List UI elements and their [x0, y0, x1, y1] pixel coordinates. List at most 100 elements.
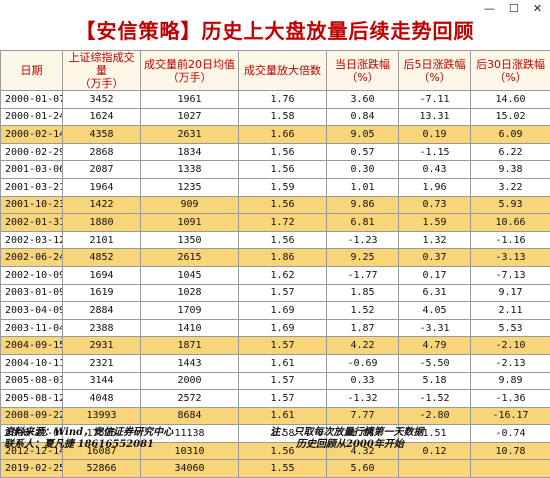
value-cell: 2868: [63, 143, 141, 161]
value-cell: 6.81: [327, 214, 399, 232]
value-cell: 1.85: [327, 284, 399, 302]
value-cell: 4358: [63, 126, 141, 144]
value-cell: 4.22: [327, 337, 399, 355]
value-cell: 2000: [141, 372, 239, 390]
method-note: 注： 只取每次放量行情第一天数据: [270, 427, 423, 439]
minimize-icon[interactable]: —: [484, 0, 495, 18]
value-cell: -1.36: [471, 390, 550, 408]
value-cell: 2101: [63, 231, 141, 249]
value-cell: 1045: [141, 266, 239, 284]
value-cell: 1.52: [327, 302, 399, 320]
value-cell: 1709: [141, 302, 239, 320]
column-header: 成交量放大倍数: [239, 51, 327, 91]
contact-note: 联系人：夏凡捷 18616552081: [4, 439, 270, 451]
value-cell: 0.57: [327, 143, 399, 161]
date-cell: 2002-03-12: [1, 231, 63, 249]
date-cell: 2001-03-06: [1, 161, 63, 179]
value-cell: 4852: [63, 249, 141, 267]
value-cell: 0.33: [327, 372, 399, 390]
value-cell: 13.31: [399, 108, 471, 126]
value-cell: 1.55: [239, 460, 327, 478]
value-cell: 1.72: [239, 214, 327, 232]
value-cell: 1.69: [239, 319, 327, 337]
value-cell: 6.09: [471, 126, 550, 144]
value-cell: 1.58: [239, 108, 327, 126]
value-cell: 4048: [63, 390, 141, 408]
value-cell: 13993: [63, 407, 141, 425]
value-cell: 1.57: [239, 284, 327, 302]
value-cell: -1.16: [471, 231, 550, 249]
value-cell: -2.80: [399, 407, 471, 425]
value-cell: 5.18: [399, 372, 471, 390]
value-cell: 9.38: [471, 161, 550, 179]
value-cell: 3452: [63, 91, 141, 109]
value-cell: 0.17: [399, 266, 471, 284]
date-cell: 2003-11-04: [1, 319, 63, 337]
value-cell: 1235: [141, 178, 239, 196]
window-controls: — ☐ ✕: [470, 0, 550, 18]
value-cell: 2615: [141, 249, 239, 267]
value-cell: 1.56: [239, 231, 327, 249]
data-table: 日期上证综指成交量（万手）成交量前20日均值（万手）成交量放大倍数当日涨跌幅（%…: [0, 50, 550, 478]
value-cell: 10.66: [471, 214, 550, 232]
value-cell: 1027: [141, 108, 239, 126]
date-cell: 2000-02-14: [1, 126, 63, 144]
date-cell: 2002-10-09: [1, 266, 63, 284]
column-header: 后30日涨跌幅（%）: [471, 51, 550, 91]
value-cell: -7.11: [399, 91, 471, 109]
value-cell: -3.13: [471, 249, 550, 267]
value-cell: 2931: [63, 337, 141, 355]
value-cell: 1.01: [327, 178, 399, 196]
value-cell: 9.89: [471, 372, 550, 390]
value-cell: 9.05: [327, 126, 399, 144]
value-cell: 52866: [63, 460, 141, 478]
value-cell: 1.86: [239, 249, 327, 267]
value-cell: 1964: [63, 178, 141, 196]
column-header: 成交量前20日均值（万手）: [141, 51, 239, 91]
value-cell: 9.25: [327, 249, 399, 267]
date-cell: 2008-09-22: [1, 407, 63, 425]
column-header: 后5日涨跌幅（%）: [399, 51, 471, 91]
maximize-icon[interactable]: ☐: [509, 0, 519, 18]
date-cell: 2000-02-29: [1, 143, 63, 161]
close-icon[interactable]: ✕: [533, 0, 542, 18]
value-cell: 0.30: [327, 161, 399, 179]
date-cell: 2000-01-07: [1, 91, 63, 109]
value-cell: 5.53: [471, 319, 550, 337]
value-cell: 1.69: [239, 302, 327, 320]
value-cell: -1.23: [327, 231, 399, 249]
value-cell: 1.59: [239, 178, 327, 196]
value-cell: 1624: [63, 108, 141, 126]
date-cell: 2004-09-15: [1, 337, 63, 355]
value-cell: 6.31: [399, 284, 471, 302]
value-cell: 1422: [63, 196, 141, 214]
value-cell: 1.57: [239, 372, 327, 390]
date-cell: 2019-02-25: [1, 460, 63, 478]
value-cell: 1.96: [399, 178, 471, 196]
value-cell: 15.02: [471, 108, 550, 126]
value-cell: 1.56: [239, 161, 327, 179]
value-cell: 909: [141, 196, 239, 214]
value-cell: 14.60: [471, 91, 550, 109]
value-cell: 2.11: [471, 302, 550, 320]
value-cell: 4.05: [399, 302, 471, 320]
value-cell: 0.19: [399, 126, 471, 144]
value-cell: 1.87: [327, 319, 399, 337]
column-header: 日期: [1, 51, 63, 91]
value-cell: 1.56: [239, 196, 327, 214]
value-cell: 1338: [141, 161, 239, 179]
value-cell: 2388: [63, 319, 141, 337]
value-cell: 1694: [63, 266, 141, 284]
